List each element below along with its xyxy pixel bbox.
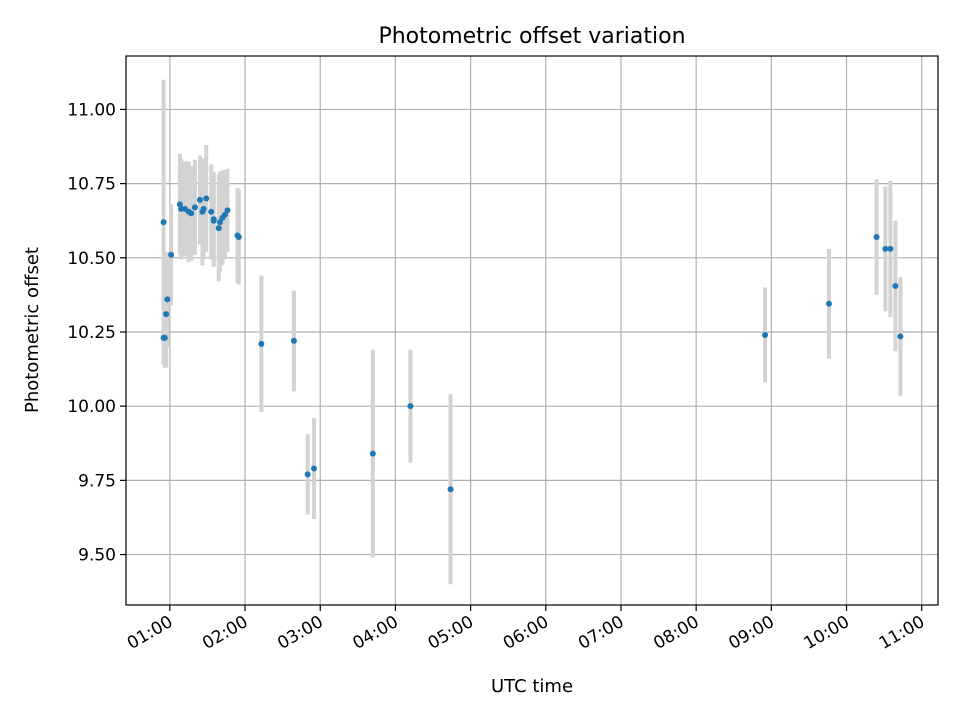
data-point bbox=[892, 282, 899, 289]
plot-frame bbox=[125, 55, 939, 606]
grid bbox=[126, 56, 938, 605]
data-point bbox=[762, 331, 769, 338]
y-tick-label: 11.00 bbox=[67, 100, 116, 120]
y-tick-label: 10.50 bbox=[67, 249, 116, 269]
data-point bbox=[216, 219, 223, 226]
y-tick-label: 10.00 bbox=[67, 397, 116, 417]
data-point bbox=[258, 340, 265, 347]
data-point bbox=[304, 471, 311, 478]
data-point bbox=[188, 210, 195, 217]
data-point bbox=[200, 205, 207, 212]
data-point bbox=[224, 207, 231, 214]
data-point bbox=[887, 245, 894, 252]
data-point bbox=[215, 225, 222, 232]
data-point bbox=[825, 300, 832, 307]
y-tick-label: 9.75 bbox=[78, 471, 116, 491]
data-point bbox=[447, 486, 454, 493]
data-point bbox=[208, 208, 215, 215]
data-point bbox=[163, 311, 170, 318]
data-point bbox=[168, 251, 175, 258]
data-point bbox=[196, 196, 203, 203]
data-point bbox=[160, 219, 167, 226]
chart-title: Photometric offset variation bbox=[378, 24, 685, 49]
x-axis-label: UTC time bbox=[491, 676, 573, 697]
data-point bbox=[882, 245, 889, 252]
data-point bbox=[873, 234, 880, 241]
y-tick-label: 10.75 bbox=[67, 175, 116, 195]
data-point bbox=[235, 234, 242, 241]
data-point bbox=[164, 296, 171, 303]
data-point bbox=[203, 195, 210, 202]
data-point bbox=[221, 211, 228, 218]
data-point bbox=[369, 450, 376, 457]
data-point bbox=[161, 334, 168, 341]
y-tick-label: 9.50 bbox=[78, 546, 116, 566]
y-axis-label: Photometric offset bbox=[22, 247, 43, 413]
data-point bbox=[310, 465, 317, 472]
data-point bbox=[897, 333, 904, 340]
y-axis-ticks: 9.50 9.75 10.00 10.25 10.50 10.75 11.00 bbox=[67, 100, 126, 566]
data-point bbox=[290, 337, 297, 344]
data-point bbox=[210, 217, 217, 224]
y-tick-label: 10.25 bbox=[67, 323, 116, 343]
data-point bbox=[407, 403, 414, 410]
data-points bbox=[160, 195, 904, 493]
data-point bbox=[191, 204, 198, 211]
